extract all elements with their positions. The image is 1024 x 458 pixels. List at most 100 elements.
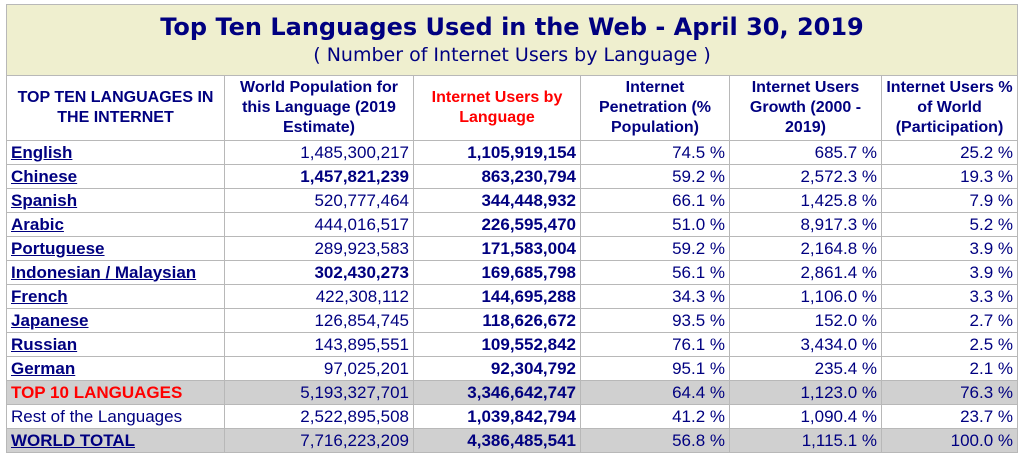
share-cell: 19.3 % (881, 164, 1018, 189)
users-cell: 863,230,794 (413, 164, 581, 189)
rest-share: 23.7 % (881, 404, 1018, 429)
users-cell: 144,695,288 (413, 284, 581, 309)
top10-users: 3,346,642,747 (413, 380, 581, 405)
share-cell: 5.2 % (881, 212, 1018, 237)
users-cell: 344,448,932 (413, 188, 581, 213)
penetration-cell: 93.5 % (580, 308, 730, 333)
world-total-link[interactable]: WORLD TOTAL (11, 430, 136, 450)
users-cell: 1,105,919,154 (413, 140, 581, 165)
language-row: Arabic 444,016,517 226,595,470 51.0 % 8,917.… (6, 212, 1018, 237)
total-users: 4,386,485,541 (413, 428, 581, 453)
rest-label: Rest of the Languages (6, 404, 225, 429)
header-row: TOP TEN LANGUAGES IN THE INTERNET World … (6, 75, 1018, 141)
growth-cell: 1,106.0 % (729, 284, 882, 309)
language-link[interactable]: Portuguese (11, 238, 105, 258)
growth-cell: 235.4 % (729, 356, 882, 381)
header-users: Internet Users by Language (413, 75, 581, 141)
growth-cell: 2,861.4 % (729, 260, 882, 285)
total-share: 100.0 % (881, 428, 1018, 453)
share-cell: 2.5 % (881, 332, 1018, 357)
language-cell: Russian (6, 332, 225, 357)
users-cell: 118,626,672 (413, 308, 581, 333)
growth-cell: 2,572.3 % (729, 164, 882, 189)
language-link[interactable]: Indonesian / Malaysian (11, 262, 197, 282)
users-cell: 226,595,470 (413, 212, 581, 237)
header-growth: Internet Users Growth (2000 - 2019) (729, 75, 882, 141)
language-row: French 422,308,112 144,695,288 34.3 % 1,106.… (6, 284, 1018, 309)
share-cell: 25.2 % (881, 140, 1018, 165)
language-row: Spanish 520,777,464 344,448,932 66.1 % 1,425… (6, 188, 1018, 213)
rest-users: 1,039,842,794 (413, 404, 581, 429)
top10-share: 76.3 % (881, 380, 1018, 405)
title-banner: Top Ten Languages Used in the Web - Apri… (6, 4, 1018, 76)
language-row: English 1,485,300,217 1,105,919,154 74.5 % 6… (6, 140, 1018, 165)
language-cell: Chinese (6, 164, 225, 189)
penetration-cell: 95.1 % (580, 356, 730, 381)
penetration-cell: 56.1 % (580, 260, 730, 285)
language-cell: Portuguese (6, 236, 225, 261)
growth-cell: 152.0 % (729, 308, 882, 333)
share-cell: 2.7 % (881, 308, 1018, 333)
population-cell: 520,777,464 (224, 188, 414, 213)
rest-row: Rest of the Languages 2,522,895,508 1,03… (6, 404, 1018, 429)
top10-penetration: 64.4 % (580, 380, 730, 405)
languages-table: Top Ten Languages Used in the Web - Apri… (6, 4, 1018, 453)
header-language: TOP TEN LANGUAGES IN THE INTERNET (6, 75, 225, 141)
total-population: 7,716,223,209 (224, 428, 414, 453)
population-cell: 444,016,517 (224, 212, 414, 237)
users-cell: 169,685,798 (413, 260, 581, 285)
language-link[interactable]: Russian (11, 334, 78, 354)
page-title: Top Ten Languages Used in the Web - Apri… (160, 13, 864, 41)
header-population: World Population for this Language (2019… (224, 75, 414, 141)
penetration-cell: 59.2 % (580, 236, 730, 261)
population-cell: 126,854,745 (224, 308, 414, 333)
language-cell: Arabic (6, 212, 225, 237)
growth-cell: 2,164.8 % (729, 236, 882, 261)
language-row: Russian 143,895,551 109,552,842 76.1 % 3,434… (6, 332, 1018, 357)
top10-growth: 1,123.0 % (729, 380, 882, 405)
share-cell: 3.3 % (881, 284, 1018, 309)
users-cell: 109,552,842 (413, 332, 581, 357)
penetration-cell: 59.2 % (580, 164, 730, 189)
language-row: Indonesian / Malaysian 302,430,273 169,685… (6, 260, 1018, 285)
penetration-cell: 51.0 % (580, 212, 730, 237)
total-label-cell: WORLD TOTAL (6, 428, 225, 453)
share-cell: 2.1 % (881, 356, 1018, 381)
share-cell: 3.9 % (881, 260, 1018, 285)
population-cell: 1,485,300,217 (224, 140, 414, 165)
top10-population: 5,193,327,701 (224, 380, 414, 405)
language-cell: Japanese (6, 308, 225, 333)
growth-cell: 8,917.3 % (729, 212, 882, 237)
top10-label: TOP 10 LANGUAGES (6, 380, 225, 405)
penetration-cell: 76.1 % (580, 332, 730, 357)
language-cell: French (6, 284, 225, 309)
penetration-cell: 34.3 % (580, 284, 730, 309)
population-cell: 143,895,551 (224, 332, 414, 357)
rest-growth: 1,090.4 % (729, 404, 882, 429)
population-cell: 97,025,201 (224, 356, 414, 381)
language-link[interactable]: Chinese (11, 166, 78, 186)
penetration-cell: 74.5 % (580, 140, 730, 165)
rest-penetration: 41.2 % (580, 404, 730, 429)
language-link[interactable]: Japanese (11, 310, 89, 330)
language-link[interactable]: French (11, 286, 68, 306)
share-cell: 7.9 % (881, 188, 1018, 213)
language-link[interactable]: Spanish (11, 190, 78, 210)
language-row: Portuguese 289,923,583 171,583,004 59.2 % 2,… (6, 236, 1018, 261)
growth-cell: 685.7 % (729, 140, 882, 165)
growth-cell: 3,434.0 % (729, 332, 882, 357)
users-cell: 92,304,792 (413, 356, 581, 381)
language-link[interactable]: German (11, 358, 76, 378)
top10-row: TOP 10 LANGUAGES 5,193,327,701 3,346,642… (6, 380, 1018, 405)
penetration-cell: 66.1 % (580, 188, 730, 213)
language-cell: German (6, 356, 225, 381)
header-share: Internet Users % of World (Participation… (881, 75, 1018, 141)
header-penetration: Internet Penetration (% Population) (580, 75, 730, 141)
language-row: Chinese 1,457,821,239 863,230,794 59.2 % 2,5… (6, 164, 1018, 189)
total-row: WORLD TOTAL 7,716,223,209 4,386,485,541 … (6, 428, 1018, 453)
growth-cell: 1,425.8 % (729, 188, 882, 213)
total-penetration: 56.8 % (580, 428, 730, 453)
language-row: German 97,025,201 92,304,792 95.1 % 235.4 % 2… (6, 356, 1018, 381)
language-link[interactable]: English (11, 142, 73, 162)
language-link[interactable]: Arabic (11, 214, 64, 234)
